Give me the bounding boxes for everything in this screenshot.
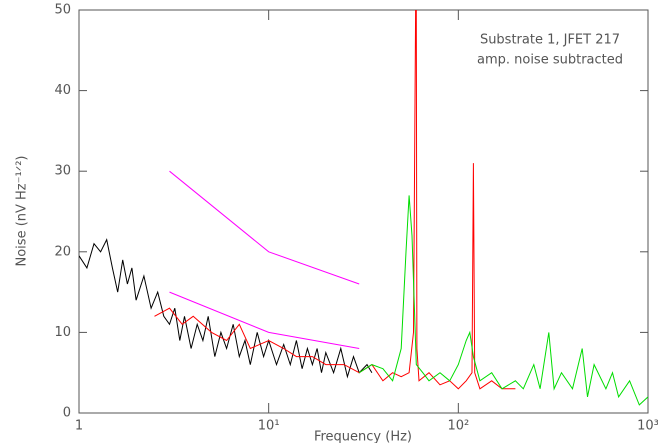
data-line	[358, 195, 648, 406]
y-tick-label: 0	[63, 406, 71, 421]
y-tick-label: 40	[54, 83, 71, 98]
x-tick-label: 1	[75, 419, 83, 434]
plot-area	[79, 10, 648, 406]
data-line	[169, 170, 360, 285]
x-tick-label: 10¹	[258, 419, 280, 434]
y-tick-label: 10	[54, 325, 71, 340]
y-tick-label: 30	[54, 164, 71, 179]
y-tick-label: 20	[54, 244, 71, 259]
y-tick-label: 50	[54, 3, 71, 18]
annotation: amp. noise subtracted	[477, 53, 623, 68]
annotation: Substrate 1, JFET 217	[480, 33, 620, 48]
y-axis-label: Noise (nV Hz⁻¹ᐟ²)	[15, 156, 30, 267]
x-tick-label: 10²	[447, 419, 469, 434]
x-tick-label: 10³	[637, 419, 658, 434]
data-line	[169, 291, 360, 349]
x-axis-label: Frequency (Hz)	[314, 430, 412, 444]
data-line	[154, 10, 516, 390]
plot-frame	[78, 9, 649, 414]
data-line	[79, 238, 373, 379]
